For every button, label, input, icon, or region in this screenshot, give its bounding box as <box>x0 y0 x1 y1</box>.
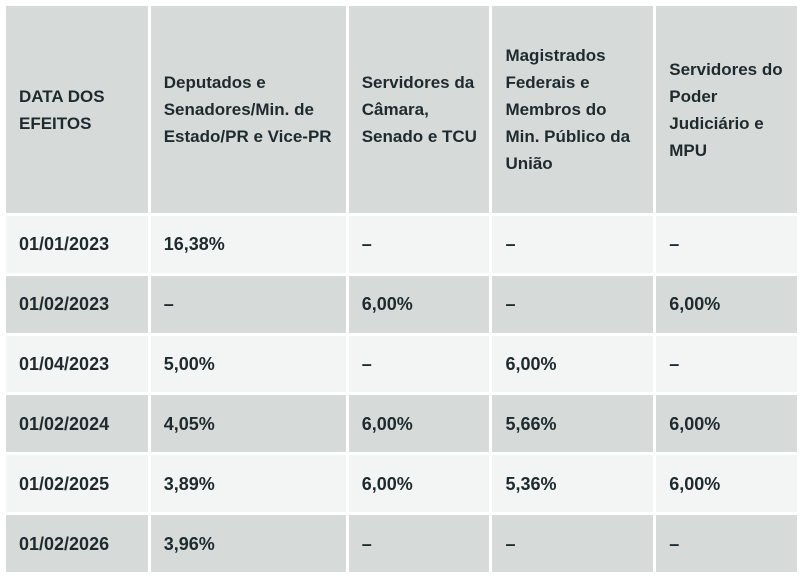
cell-servidores-camara: 6,00% <box>348 275 490 333</box>
cell-servidores-judiciario: 6,00% <box>656 395 797 453</box>
cell-servidores-judiciario: 6,00% <box>656 455 797 513</box>
cell-servidores-camara: – <box>348 335 490 393</box>
table-row: 01/04/2023 5,00% – 6,00% – <box>6 335 797 393</box>
header-row: DATA DOS EFEITOS Deputados e Senadores/M… <box>6 6 797 213</box>
table-row: 01/02/2025 3,89% 6,00% 5,36% 6,00% <box>6 455 797 513</box>
header-deputados-senadores: Deputados e Senadores/Min. de Estado/PR … <box>150 6 346 213</box>
cell-servidores-judiciario: – <box>656 515 797 572</box>
cell-date: 01/02/2023 <box>6 275 148 333</box>
cell-deputados: – <box>150 275 346 333</box>
header-servidores-camara: Servidores da Câmara, Senado e TCU <box>348 6 490 213</box>
cell-magistrados: – <box>492 515 654 572</box>
cell-magistrados: 5,36% <box>492 455 654 513</box>
cell-deputados: 5,00% <box>150 335 346 393</box>
cell-deputados: 16,38% <box>150 216 346 273</box>
cell-magistrados: – <box>492 275 654 333</box>
cell-deputados: 3,96% <box>150 515 346 572</box>
cell-magistrados: 6,00% <box>492 335 654 393</box>
cell-date: 01/02/2024 <box>6 395 148 453</box>
cell-servidores-camara: 6,00% <box>348 455 490 513</box>
table-row: 01/01/2023 16,38% – – – <box>6 216 797 273</box>
header-servidores-judiciario: Servidores do Poder Judiciário e MPU <box>656 6 797 213</box>
cell-servidores-camara: 6,00% <box>348 395 490 453</box>
cell-date: 01/01/2023 <box>6 216 148 273</box>
cell-date: 01/02/2026 <box>6 515 148 572</box>
cell-magistrados: – <box>492 216 654 273</box>
cell-magistrados: 5,66% <box>492 395 654 453</box>
cell-servidores-judiciario: 6,00% <box>656 275 797 333</box>
cell-deputados: 4,05% <box>150 395 346 453</box>
cell-date: 01/02/2025 <box>6 455 148 513</box>
table-row: 01/02/2024 4,05% 6,00% 5,66% 6,00% <box>6 395 797 453</box>
adjustment-table: DATA DOS EFEITOS Deputados e Senadores/M… <box>3 3 800 575</box>
cell-servidores-judiciario: – <box>656 216 797 273</box>
cell-servidores-camara: – <box>348 216 490 273</box>
table-row: 01/02/2026 3,96% – – – <box>6 515 797 572</box>
cell-servidores-judiciario: – <box>656 335 797 393</box>
cell-servidores-camara: – <box>348 515 490 572</box>
header-data-dos-efeitos: DATA DOS EFEITOS <box>6 6 148 213</box>
cell-date: 01/04/2023 <box>6 335 148 393</box>
table-container: DATA DOS EFEITOS Deputados e Senadores/M… <box>6 6 799 573</box>
cell-deputados: 3,89% <box>150 455 346 513</box>
table-row: 01/02/2023 – 6,00% – 6,00% <box>6 275 797 333</box>
header-magistrados-federais: Magistrados Federais e Membros do Min. P… <box>492 6 654 213</box>
